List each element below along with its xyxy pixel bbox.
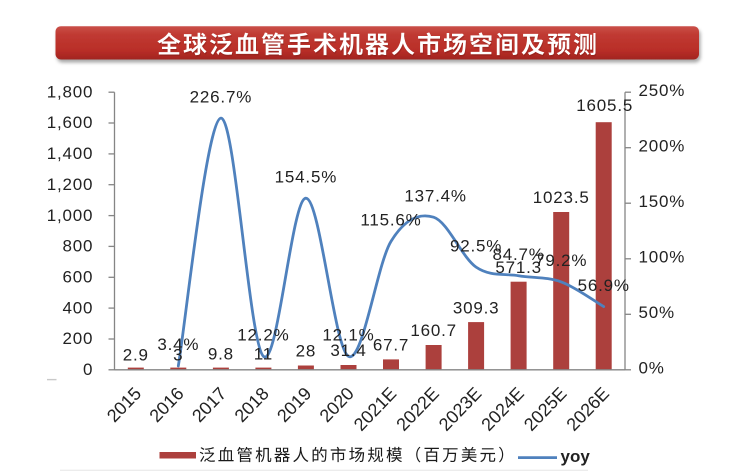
svg-text:67.7: 67.7: [373, 336, 409, 355]
svg-text:100%: 100%: [639, 248, 686, 267]
svg-text:0: 0: [83, 360, 93, 379]
svg-text:160.7: 160.7: [410, 321, 457, 340]
svg-text:1,400: 1,400: [47, 144, 94, 163]
svg-text:1023.5: 1023.5: [533, 188, 590, 207]
svg-text:571.3: 571.3: [495, 258, 542, 277]
svg-text:11: 11: [254, 344, 273, 363]
svg-text:115.6%: 115.6%: [360, 211, 421, 230]
svg-text:800: 800: [63, 237, 94, 256]
svg-text:1,000: 1,000: [47, 206, 94, 225]
svg-text:1,600: 1,600: [47, 113, 94, 132]
svg-text:28: 28: [296, 342, 317, 361]
svg-text:79.2%: 79.2%: [535, 251, 587, 270]
svg-text:1605.5: 1605.5: [576, 96, 633, 115]
svg-text:31.4: 31.4: [330, 341, 366, 360]
svg-text:200: 200: [63, 329, 94, 348]
svg-text:226.7%: 226.7%: [190, 87, 252, 106]
svg-text:92.5%: 92.5%: [450, 236, 502, 255]
svg-text:1,200: 1,200: [47, 175, 94, 194]
svg-text:154.5%: 154.5%: [275, 167, 337, 186]
svg-text:12.1%: 12.1%: [322, 326, 374, 345]
svg-text:200%: 200%: [639, 137, 686, 156]
svg-text:84.7%: 84.7%: [492, 245, 544, 264]
svg-text:309.3: 309.3: [453, 298, 500, 317]
svg-text:12.2%: 12.2%: [237, 326, 289, 345]
svg-text:9.8: 9.8: [208, 345, 234, 364]
svg-text:yoy: yoy: [561, 447, 591, 466]
svg-text:3.4%: 3.4%: [157, 335, 199, 354]
svg-text:3: 3: [173, 346, 183, 365]
svg-text:1,800: 1,800: [47, 82, 94, 101]
svg-text:250%: 250%: [639, 81, 686, 100]
svg-text:0%: 0%: [639, 359, 665, 378]
svg-text:150%: 150%: [639, 192, 686, 211]
svg-text:2.9: 2.9: [123, 346, 149, 365]
svg-text:400: 400: [63, 298, 94, 317]
svg-text:56.9%: 56.9%: [578, 276, 630, 295]
svg-text:50%: 50%: [639, 303, 675, 322]
svg-text:137.4%: 137.4%: [404, 186, 466, 205]
svg-text:600: 600: [63, 268, 94, 287]
